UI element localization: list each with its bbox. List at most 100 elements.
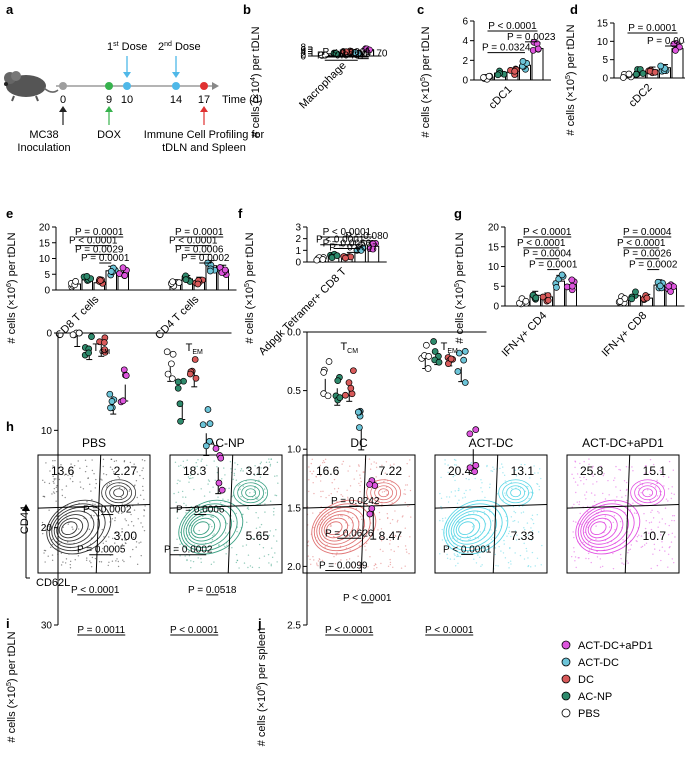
event-dot bbox=[585, 491, 588, 493]
event-dot bbox=[132, 536, 135, 539]
event-dot bbox=[505, 482, 507, 484]
data-point bbox=[72, 278, 79, 285]
event-dot bbox=[527, 534, 529, 536]
event-dot bbox=[142, 477, 145, 480]
event-dot bbox=[190, 566, 192, 569]
data-point bbox=[194, 280, 202, 288]
event-dot bbox=[94, 503, 96, 506]
event-dot bbox=[276, 561, 278, 563]
contour-line bbox=[374, 485, 394, 501]
event-dot bbox=[94, 487, 96, 489]
event-dot bbox=[455, 464, 457, 466]
y-tick-label: 0 bbox=[300, 52, 306, 63]
data-point bbox=[325, 358, 333, 365]
event-dot bbox=[484, 496, 486, 499]
event-dot bbox=[673, 493, 675, 496]
event-dot bbox=[665, 498, 668, 500]
event-dot bbox=[121, 531, 123, 533]
event-dot bbox=[626, 499, 628, 502]
event-dot bbox=[77, 528, 80, 530]
category-label: TEM bbox=[186, 342, 203, 356]
event-dot bbox=[184, 555, 186, 557]
y-tick-label: 2 bbox=[462, 56, 468, 67]
gate-horizontal bbox=[37, 504, 151, 509]
p-value-label: P < 0.0001 bbox=[170, 625, 219, 636]
data-point bbox=[221, 266, 229, 274]
event-dot bbox=[595, 525, 597, 527]
event-dot bbox=[616, 496, 618, 498]
event-dot bbox=[330, 525, 333, 527]
event-dot bbox=[650, 521, 653, 523]
y-axis-label: # cells (×104) per tDLN bbox=[250, 26, 262, 137]
event-dot bbox=[317, 560, 320, 562]
flow-plot-frame bbox=[566, 454, 680, 574]
event-dot bbox=[90, 517, 92, 519]
event-dot bbox=[573, 547, 575, 549]
event-dot bbox=[229, 460, 232, 463]
event-dot bbox=[260, 461, 262, 463]
event-dot bbox=[84, 470, 87, 473]
event-dot bbox=[310, 462, 313, 465]
event-dot bbox=[650, 528, 653, 531]
y-tick-label: 10 bbox=[488, 262, 500, 273]
event-dot bbox=[446, 496, 448, 498]
event-dot bbox=[629, 509, 632, 511]
p-value-label: P = 0.0007 bbox=[329, 242, 378, 253]
event-dot bbox=[673, 514, 676, 517]
event-dot bbox=[375, 476, 377, 478]
event-dot bbox=[514, 469, 517, 471]
contour-line bbox=[502, 482, 530, 504]
data-point bbox=[639, 70, 647, 77]
event-dot bbox=[179, 555, 181, 557]
event-dot bbox=[202, 515, 204, 518]
event-dot bbox=[349, 549, 351, 551]
contour-line bbox=[453, 514, 486, 542]
event-dot bbox=[113, 471, 115, 473]
event-dot bbox=[640, 535, 643, 537]
event-dot bbox=[51, 538, 53, 541]
event-dot bbox=[456, 553, 459, 556]
event-dot bbox=[484, 547, 487, 549]
event-dot bbox=[51, 493, 53, 495]
flow-plot-title: ACT-DC bbox=[469, 436, 514, 450]
event-dot bbox=[121, 512, 123, 514]
event-dot bbox=[440, 497, 443, 499]
event-dot bbox=[515, 539, 518, 541]
event-dot bbox=[584, 531, 586, 534]
p-value-label: P < 0.0001 bbox=[71, 585, 120, 596]
data-point bbox=[425, 352, 433, 360]
event-dot bbox=[534, 472, 536, 474]
event-dot bbox=[44, 481, 46, 484]
event-dot bbox=[449, 558, 452, 560]
event-dot bbox=[524, 463, 526, 466]
event-dot bbox=[195, 462, 197, 464]
event-dot bbox=[602, 492, 604, 495]
event-dot bbox=[368, 458, 371, 460]
event-dot bbox=[187, 476, 190, 478]
event-dot bbox=[51, 543, 54, 546]
event-dot bbox=[269, 530, 271, 532]
event-dot bbox=[640, 546, 642, 548]
profiling-label-line2: tDLN and Spleen bbox=[162, 142, 246, 154]
contour-line bbox=[311, 499, 377, 555]
event-dot bbox=[348, 517, 350, 519]
contour-line bbox=[109, 485, 129, 501]
event-dot bbox=[309, 470, 311, 473]
y-tick-label: 10 bbox=[41, 426, 53, 437]
event-dot bbox=[259, 476, 262, 478]
event-dot bbox=[406, 484, 409, 486]
data-point bbox=[628, 295, 636, 303]
event-dot bbox=[664, 507, 667, 509]
event-dot bbox=[121, 539, 123, 541]
data-point bbox=[466, 464, 474, 472]
y-tick-label: 15 bbox=[488, 242, 500, 253]
event-dot bbox=[448, 496, 451, 498]
event-dot bbox=[334, 563, 337, 565]
event-dot bbox=[142, 489, 144, 492]
event-dot bbox=[588, 463, 590, 465]
event-dot bbox=[442, 520, 444, 522]
event-dot bbox=[621, 562, 623, 564]
event-dot bbox=[125, 519, 127, 522]
